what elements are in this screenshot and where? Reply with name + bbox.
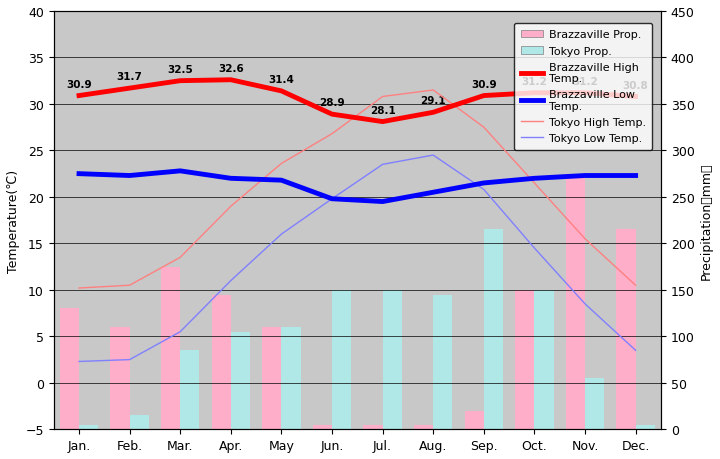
Text: 30.9: 30.9 [471,79,497,90]
Text: 30.9: 30.9 [66,79,92,90]
Bar [180,351,199,430]
Text: 30.8: 30.8 [623,80,649,90]
Bar [231,332,250,430]
Y-axis label: Temperature(℃): Temperature(℃) [7,169,20,272]
Bar [585,378,604,430]
Bar [60,309,79,430]
Text: 28.1: 28.1 [370,106,395,115]
Bar [312,425,332,430]
Bar [516,290,534,430]
Bar [534,290,554,430]
Legend: Brazzaville Prop., Tokyo Prop., Brazzaville High
Temp., Brazzaville Low
Temp., T: Brazzaville Prop., Tokyo Prop., Brazzavi… [514,24,652,151]
Bar [414,425,433,430]
Bar [262,327,282,430]
Text: 31.7: 31.7 [117,72,143,82]
Text: 32.5: 32.5 [167,65,193,74]
Bar [484,230,503,430]
Bar [110,327,130,430]
Bar [382,290,402,430]
Bar [212,295,231,430]
Text: 31.2: 31.2 [572,77,598,87]
Bar [636,425,654,430]
Text: 31.2: 31.2 [521,77,547,87]
Bar [282,327,301,430]
Bar [130,415,149,430]
Bar [616,230,636,430]
Y-axis label: Precipitation（mm）: Precipitation（mm） [700,162,713,279]
Bar [79,425,98,430]
Bar [332,290,351,430]
Bar [464,411,484,430]
Text: 28.9: 28.9 [319,98,345,108]
Bar [364,425,382,430]
Text: 31.4: 31.4 [269,75,294,85]
Bar [566,174,585,430]
Text: 32.6: 32.6 [218,64,243,73]
Text: 29.1: 29.1 [420,96,446,106]
Bar [433,295,452,430]
Bar [161,267,180,430]
